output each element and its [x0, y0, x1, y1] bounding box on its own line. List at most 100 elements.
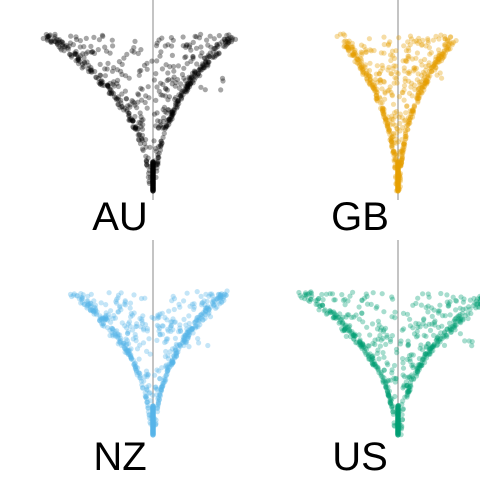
data-point: [327, 310, 333, 316]
data-point: [88, 308, 94, 314]
data-point: [438, 330, 444, 336]
data-point: [90, 49, 96, 55]
data-point: [461, 296, 467, 302]
data-point: [123, 342, 129, 348]
data-point: [435, 341, 441, 347]
data-point: [389, 367, 395, 373]
data-point: [416, 95, 422, 101]
data-point: [359, 51, 365, 58]
data-point: [474, 296, 480, 302]
data-point: [404, 58, 410, 64]
data-point: [387, 400, 393, 406]
data-point: [346, 327, 353, 334]
data-point: [144, 384, 150, 390]
data-point: [204, 37, 210, 43]
data-point: [115, 292, 122, 298]
data-point: [384, 334, 390, 340]
data-point: [392, 110, 398, 116]
data-point: [62, 43, 68, 50]
data-point: [78, 295, 84, 301]
data-point: [129, 117, 135, 123]
data-point: [390, 66, 396, 72]
data-point: [128, 346, 134, 352]
data-point: [184, 42, 190, 48]
data-point: [77, 44, 83, 50]
data-point: [182, 88, 188, 94]
data-point: [367, 60, 373, 66]
data-point: [119, 103, 125, 110]
data-point: [349, 46, 355, 52]
data-point: [142, 141, 148, 147]
data-point: [169, 358, 175, 364]
data-point: [380, 374, 386, 380]
data-point: [385, 42, 391, 48]
data-point: [137, 141, 144, 147]
data-point: [140, 313, 146, 319]
data-point: [97, 317, 103, 323]
data-point: [162, 353, 168, 360]
data-point: [328, 309, 334, 315]
data-point: [352, 332, 358, 338]
data-point: [170, 359, 176, 365]
data-point: [177, 342, 183, 349]
data-point: [369, 354, 375, 360]
data-point: [133, 365, 139, 371]
data-point: [113, 97, 119, 103]
data-point: [430, 344, 436, 350]
data-point: [135, 99, 141, 105]
data-point: [213, 305, 219, 311]
data-point: [475, 304, 480, 310]
data-point: [416, 362, 422, 368]
data-point: [92, 305, 99, 311]
data-point: [405, 338, 411, 344]
data-point: [391, 80, 397, 86]
data-point: [390, 148, 397, 154]
data-point: [388, 401, 394, 407]
data-point: [395, 188, 401, 194]
data-point: [401, 144, 407, 150]
data-point: [171, 306, 177, 313]
data-point: [155, 400, 161, 406]
data-point: [426, 351, 432, 357]
data-point: [344, 44, 350, 50]
data-point: [105, 60, 111, 66]
data-point: [405, 115, 412, 121]
data-point: [442, 41, 449, 48]
data-point: [436, 56, 442, 62]
data-point: [123, 302, 129, 308]
data-point: [85, 302, 91, 308]
data-point: [436, 47, 442, 53]
data-point: [88, 291, 94, 297]
data-point: [319, 291, 325, 298]
data-point: [378, 105, 384, 111]
data-point: [384, 388, 390, 394]
data-point: [201, 311, 207, 317]
points-gb: [334, 31, 459, 194]
data-point: [159, 310, 165, 316]
data-point: [136, 119, 142, 126]
data-point: [374, 79, 380, 85]
data-point: [345, 47, 351, 53]
data-point: [432, 322, 438, 328]
data-point: [130, 357, 136, 363]
data-point: [340, 320, 346, 326]
data-point: [157, 147, 163, 153]
data-point: [390, 403, 396, 409]
data-point: [414, 77, 420, 83]
data-point: [410, 362, 416, 368]
data-point: [366, 36, 372, 42]
data-point: [399, 125, 406, 131]
data-point: [85, 298, 91, 304]
scatter-plot-us: [296, 240, 480, 438]
data-point: [153, 386, 160, 392]
data-point: [132, 113, 138, 120]
data-point: [81, 59, 88, 65]
data-point: [437, 70, 443, 76]
data-point: [364, 76, 370, 82]
data-point: [115, 101, 121, 107]
data-point: [403, 130, 409, 136]
data-point: [210, 297, 216, 303]
data-point: [195, 336, 201, 342]
data-point: [166, 308, 172, 314]
data-point: [115, 331, 121, 337]
